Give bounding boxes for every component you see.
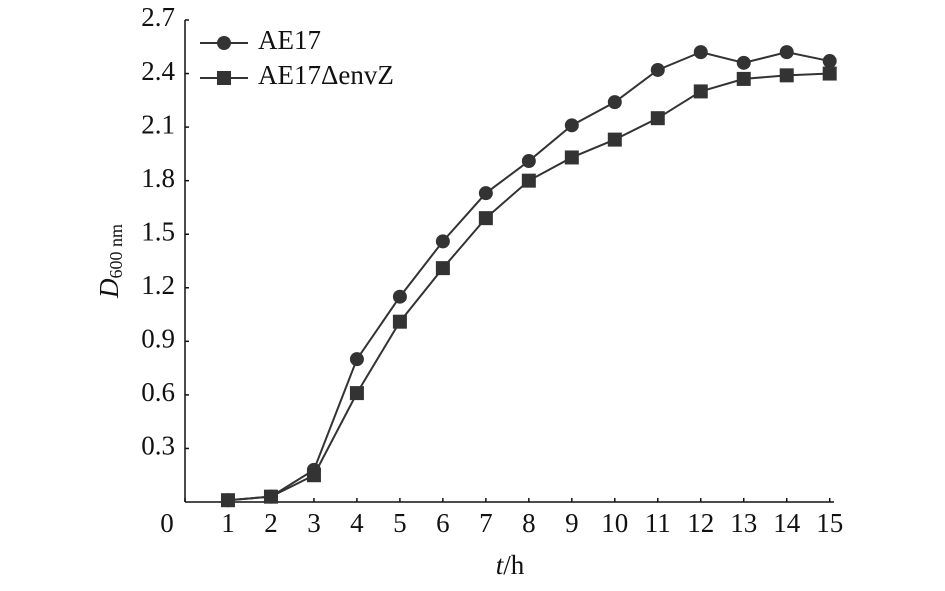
y-tick-label: 1.8: [141, 163, 175, 193]
x-tick-label: 4: [350, 508, 364, 538]
marker: [607, 132, 622, 147]
legend-label: AE17: [258, 25, 321, 55]
marker: [564, 118, 579, 133]
marker: [220, 493, 235, 508]
x-tick-label: 0: [160, 508, 174, 538]
marker: [478, 186, 493, 201]
y-tick-label: 0.3: [141, 431, 175, 461]
x-tick-label: 1: [221, 508, 235, 538]
marker: [607, 95, 622, 110]
x-tick-label: 8: [522, 508, 536, 538]
x-label-symbol: t: [496, 550, 505, 580]
marker: [650, 62, 665, 77]
marker: [392, 314, 407, 329]
y-axis-label: D600 nm: [94, 224, 126, 299]
marker: [693, 45, 708, 60]
marker: [521, 173, 536, 188]
x-tick-label: 15: [816, 508, 843, 538]
marker: [822, 66, 837, 81]
x-tick-label: 7: [479, 508, 493, 538]
x-tick-label: 14: [773, 508, 801, 538]
x-tick-label: 3: [307, 508, 321, 538]
y-tick-label: 2.1: [141, 109, 175, 139]
x-label-unit: /h: [503, 550, 525, 580]
marker: [736, 55, 751, 70]
y-tick-label: 1.5: [141, 216, 175, 246]
y-label-subscript: 600 nm: [106, 224, 126, 279]
marker: [306, 468, 321, 483]
series-line: [227, 51, 830, 502]
marker: [736, 71, 751, 86]
y-label-symbol: D: [94, 278, 124, 299]
x-tick-label: 2: [264, 508, 278, 538]
marker: [779, 45, 794, 60]
x-tick-label: 5: [393, 508, 407, 538]
marker: [217, 71, 231, 85]
marker: [779, 68, 794, 83]
x-tick-label: 10: [601, 508, 628, 538]
y-tick-label: 0.9: [141, 324, 175, 354]
marker: [349, 352, 364, 367]
marker: [349, 386, 364, 401]
marker: [650, 111, 665, 126]
marker: [263, 489, 278, 504]
x-tick-label: 9: [565, 508, 579, 538]
marker: [478, 211, 493, 226]
marker: [392, 289, 407, 304]
marker: [521, 154, 536, 169]
marker: [564, 150, 579, 165]
marker: [693, 84, 708, 99]
y-tick-label: 1.2: [141, 270, 175, 300]
x-tick-label: 11: [645, 508, 671, 538]
legend-label: AE17ΔenvZ: [258, 60, 394, 90]
series-line: [227, 72, 830, 502]
marker: [435, 234, 450, 249]
x-tick-label: 12: [687, 508, 714, 538]
x-axis-label: t/h: [496, 550, 525, 580]
y-tick-label: 2.4: [141, 56, 175, 86]
marker: [822, 54, 837, 69]
x-tick-label: 6: [436, 508, 450, 538]
marker: [217, 36, 231, 50]
marker: [435, 261, 450, 276]
y-tick-label: 0.6: [141, 377, 175, 407]
x-tick-label: 13: [730, 508, 757, 538]
y-tick-label: 2.7: [141, 2, 175, 32]
